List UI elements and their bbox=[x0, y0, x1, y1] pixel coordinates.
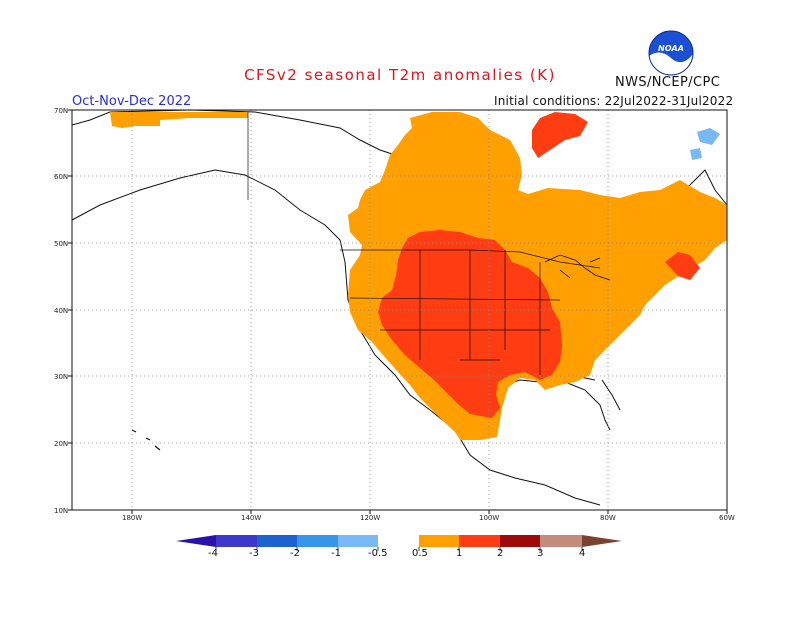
colorbar-label: -1 bbox=[331, 548, 341, 559]
lat-label: 50N bbox=[54, 240, 68, 248]
lon-label: 140W bbox=[241, 514, 261, 522]
colorbar-swatch bbox=[297, 535, 338, 547]
longitude-labels: 180W 140W 120W 100W 80W 60W bbox=[122, 514, 735, 522]
lat-label: 70N bbox=[54, 107, 68, 115]
colorbar-swatch bbox=[338, 535, 378, 547]
anomaly-region-red-orange-east bbox=[665, 252, 700, 280]
colorbar-label: -3 bbox=[249, 548, 259, 559]
great-lakes-outline bbox=[544, 254, 611, 281]
colorbar: -4 -3 -2 -1 -0.5 0.5 1 2 3 4 bbox=[176, 535, 622, 559]
colorbar-min-arrow bbox=[176, 535, 216, 547]
lat-lon-grid bbox=[72, 110, 727, 510]
colorbar-label: 2 bbox=[497, 548, 503, 559]
colorbar-swatch bbox=[459, 535, 500, 547]
colorbar-label: 0.5 bbox=[412, 548, 428, 559]
colorbar-swatch bbox=[500, 535, 540, 547]
country-and-state-borders bbox=[247, 112, 601, 375]
colorbar-max-arrow bbox=[582, 535, 622, 547]
colorbar-label: 4 bbox=[579, 548, 585, 559]
lat-label: 10N bbox=[54, 507, 68, 515]
lat-label: 20N bbox=[54, 440, 68, 448]
agency-label: NWS/NCEP/CPC bbox=[615, 75, 721, 90]
map-ticks bbox=[68, 109, 728, 514]
noaa-logo-text: NOAA bbox=[658, 44, 684, 53]
lat-label: 60N bbox=[54, 173, 68, 181]
colorbar-label: 1 bbox=[456, 548, 462, 559]
lon-label: 60W bbox=[719, 514, 735, 522]
chart-title: CFSv2 seasonal T2m anomalies (K) bbox=[244, 66, 556, 84]
lat-label: 40N bbox=[54, 307, 68, 315]
colorbar-label: -0.5 bbox=[368, 548, 388, 559]
anomaly-region-orange bbox=[110, 112, 248, 128]
colorbar-swatch bbox=[216, 535, 257, 547]
colorbar-swatch bbox=[257, 535, 297, 547]
lon-label: 80W bbox=[600, 514, 616, 522]
colorbar-swatch bbox=[378, 535, 419, 547]
lon-label: 120W bbox=[360, 514, 380, 522]
map-area bbox=[72, 110, 727, 510]
lon-label: 180W bbox=[122, 514, 142, 522]
colorbar-swatch bbox=[419, 535, 459, 547]
noaa-logo bbox=[648, 30, 694, 76]
colorbar-label: -4 bbox=[208, 548, 218, 559]
initial-conditions-label: Initial conditions: 22Jul2022-31Jul2022 bbox=[494, 94, 734, 108]
season-label: Oct-Nov-Dec 2022 bbox=[72, 94, 192, 109]
colorbar-swatch bbox=[540, 535, 582, 547]
anomaly-region-red-orange-north bbox=[532, 112, 588, 158]
anomaly-region-light-blue bbox=[690, 128, 720, 160]
lon-label: 100W bbox=[479, 514, 499, 522]
colorbar-label: -2 bbox=[290, 548, 300, 559]
latitude-labels: 70N 60N 50N 40N 30N 20N 10N bbox=[54, 107, 68, 515]
lat-label: 30N bbox=[54, 373, 68, 381]
pacific-islands bbox=[131, 429, 161, 451]
colorbar-label: 3 bbox=[537, 548, 543, 559]
